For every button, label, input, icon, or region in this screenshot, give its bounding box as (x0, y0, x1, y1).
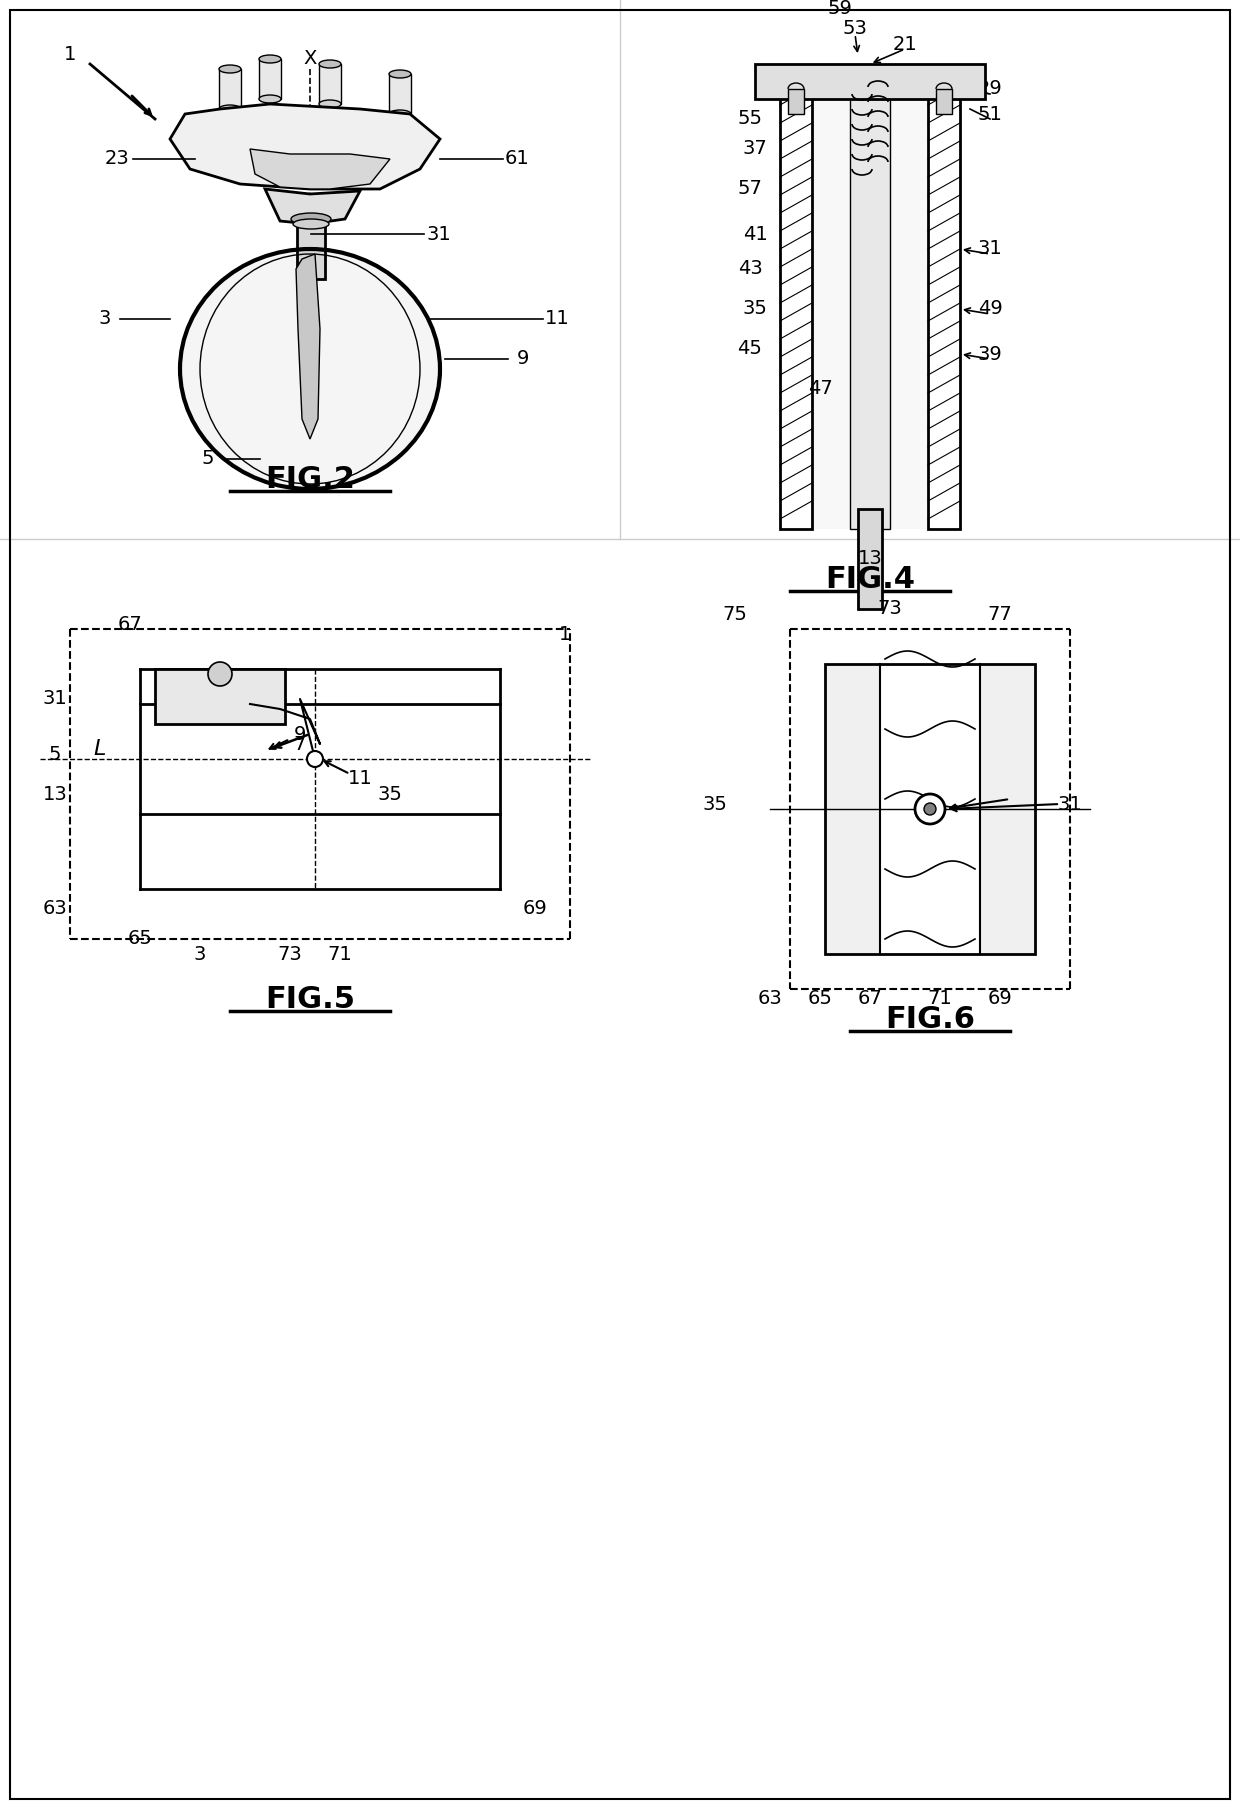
Circle shape (924, 803, 936, 816)
Text: 31: 31 (1058, 794, 1083, 814)
Polygon shape (250, 148, 391, 188)
Bar (298, 219, 325, 279)
Bar (849, 99, 890, 528)
Text: 31: 31 (42, 689, 67, 709)
Bar (980, 664, 1035, 953)
Text: 39: 39 (977, 344, 1002, 364)
Text: 59: 59 (827, 0, 852, 18)
Text: 21: 21 (893, 34, 918, 54)
Polygon shape (170, 103, 440, 188)
Ellipse shape (180, 250, 440, 488)
Text: 73: 73 (278, 944, 303, 964)
Text: 29: 29 (977, 80, 1002, 98)
Circle shape (915, 794, 945, 825)
Text: 29: 29 (758, 80, 782, 98)
Bar (389, 74, 410, 114)
Circle shape (308, 751, 322, 767)
Text: 55: 55 (738, 110, 763, 128)
Text: 67: 67 (118, 615, 143, 633)
Text: 37: 37 (743, 139, 768, 159)
Bar (219, 69, 241, 109)
Bar (787, 89, 804, 114)
Text: 23: 23 (105, 150, 130, 168)
Text: 73: 73 (878, 599, 903, 619)
Text: 61: 61 (505, 150, 529, 168)
Text: 75: 75 (723, 604, 748, 624)
Text: FIG.5: FIG.5 (265, 984, 355, 1013)
Text: 71: 71 (327, 944, 352, 964)
Ellipse shape (219, 65, 241, 72)
Bar (755, 63, 985, 99)
Ellipse shape (259, 96, 281, 103)
Text: 13: 13 (858, 550, 883, 568)
Text: FIG.2: FIG.2 (265, 465, 355, 494)
Text: 35: 35 (703, 794, 728, 814)
Text: 35: 35 (377, 785, 403, 803)
Bar (825, 664, 880, 953)
Text: 5: 5 (201, 449, 213, 469)
Ellipse shape (219, 105, 241, 112)
Text: 45: 45 (738, 340, 763, 358)
Text: 11: 11 (546, 309, 570, 329)
Ellipse shape (389, 110, 410, 118)
Text: 53: 53 (842, 20, 868, 38)
Text: 71: 71 (928, 990, 952, 1008)
Circle shape (208, 662, 232, 686)
Text: 69: 69 (522, 899, 547, 919)
Polygon shape (265, 188, 360, 224)
Text: 1: 1 (63, 45, 76, 63)
Ellipse shape (319, 99, 341, 109)
Text: 3: 3 (99, 309, 112, 329)
Bar (858, 508, 882, 610)
Polygon shape (296, 253, 320, 440)
Text: 69: 69 (987, 990, 1012, 1008)
Text: FIG.4: FIG.4 (825, 564, 915, 593)
Text: 47: 47 (807, 380, 832, 398)
Bar (825, 664, 1035, 953)
Text: 5: 5 (48, 745, 61, 763)
Text: 9: 9 (294, 724, 306, 743)
Ellipse shape (259, 54, 281, 63)
Text: 13: 13 (42, 785, 67, 803)
Text: 49: 49 (977, 300, 1002, 318)
Text: 57: 57 (738, 179, 763, 199)
Text: 63: 63 (758, 990, 782, 1008)
Text: 63: 63 (42, 899, 67, 919)
Text: 77: 77 (987, 604, 1012, 624)
Text: 51: 51 (977, 105, 1002, 123)
Text: 67: 67 (858, 990, 883, 1008)
Ellipse shape (389, 71, 410, 78)
Ellipse shape (293, 219, 329, 230)
Text: 31: 31 (427, 224, 451, 244)
Bar (928, 80, 960, 528)
Text: 9: 9 (516, 349, 528, 369)
Bar (319, 63, 341, 103)
Text: 1: 1 (559, 624, 572, 644)
Text: 7: 7 (294, 734, 306, 754)
Text: 65: 65 (807, 990, 832, 1008)
Ellipse shape (319, 60, 341, 69)
Text: X: X (304, 49, 316, 69)
Text: 41: 41 (743, 224, 768, 244)
Text: 35: 35 (743, 300, 768, 318)
Bar (936, 89, 952, 114)
Bar (259, 60, 281, 99)
Bar (780, 80, 812, 528)
Text: 31: 31 (977, 239, 1002, 259)
Text: L: L (94, 740, 107, 760)
Bar (155, 669, 285, 724)
Text: 65: 65 (128, 930, 153, 948)
Text: 11: 11 (347, 769, 372, 789)
Ellipse shape (291, 213, 331, 224)
Text: FIG.6: FIG.6 (885, 1004, 975, 1033)
Text: 3: 3 (193, 944, 206, 964)
Bar (812, 80, 928, 528)
Text: 43: 43 (738, 259, 763, 279)
